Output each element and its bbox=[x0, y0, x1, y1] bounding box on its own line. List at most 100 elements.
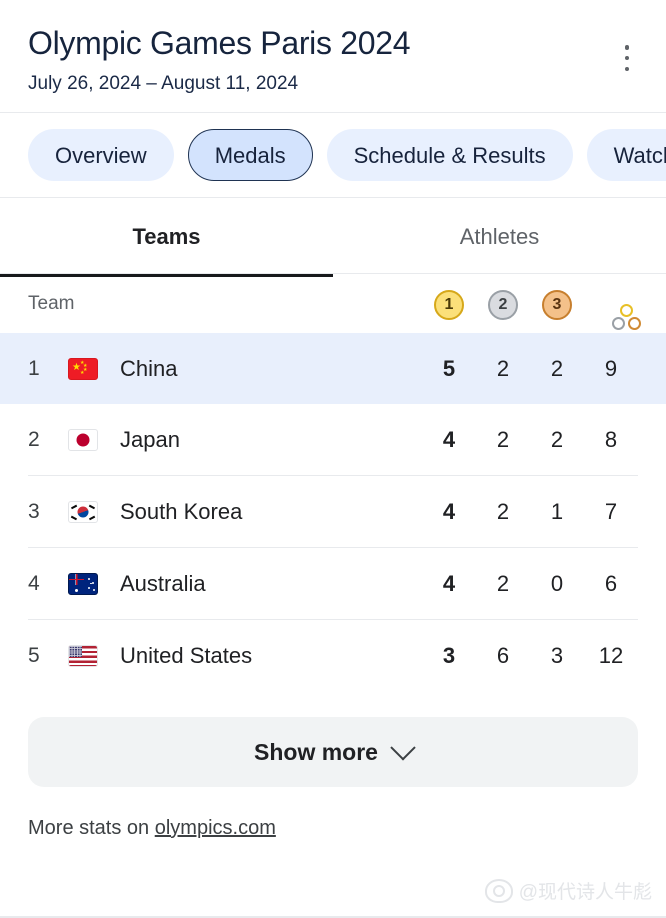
silver-count: 2 bbox=[496, 426, 510, 452]
country-flag: ★ ★ ★ ★ ★ bbox=[68, 357, 116, 380]
flag-star: ★ bbox=[80, 359, 85, 366]
gold-count: 4 bbox=[442, 426, 456, 452]
medals-tab-bar: Teams Athletes bbox=[0, 198, 666, 277]
chevron-down-icon bbox=[390, 735, 416, 761]
footer-prefix: More stats on bbox=[28, 817, 155, 839]
flag-star: ★ bbox=[80, 369, 85, 376]
chip-overview[interactable]: Overview bbox=[28, 129, 174, 181]
row-divider bbox=[28, 619, 638, 620]
gold-count: 5 bbox=[442, 355, 456, 381]
row-rank: 5 bbox=[28, 643, 40, 667]
team-name: Australia bbox=[120, 570, 206, 596]
silver-column-header: 2 bbox=[476, 289, 530, 320]
show-more-label: Show more bbox=[254, 738, 378, 765]
gold-count: 4 bbox=[442, 570, 456, 596]
total-count: 12 bbox=[598, 642, 624, 668]
bronze-count: 3 bbox=[550, 642, 564, 668]
bronze-medal-icon: 3 bbox=[542, 289, 572, 320]
table-row[interactable]: 3 South Korea 4 2 1 7 bbox=[0, 476, 666, 547]
bronze-count: 2 bbox=[550, 355, 564, 381]
table-row[interactable]: 5 United States 3 6 3 12 bbox=[0, 620, 666, 691]
flag-star bbox=[88, 577, 90, 580]
chips-divider bbox=[0, 197, 666, 198]
bronze-count: 1 bbox=[550, 498, 564, 524]
tab-athletes[interactable]: Athletes bbox=[459, 224, 540, 249]
trigram-bar bbox=[88, 515, 96, 520]
flag-united-states-icon bbox=[68, 644, 98, 667]
header-divider bbox=[0, 112, 666, 113]
flag-canton bbox=[69, 645, 82, 657]
team-name: China bbox=[120, 355, 178, 381]
row-divider bbox=[28, 547, 638, 548]
taegeuk-circle bbox=[77, 506, 89, 517]
total-gold-dot bbox=[620, 304, 633, 317]
team-name: Japan bbox=[120, 426, 180, 452]
page-header: Olympic Games Paris 2024 July 26, 2024 –… bbox=[0, 0, 666, 112]
weibo-icon bbox=[484, 878, 513, 903]
gold-count: 4 bbox=[442, 498, 456, 524]
total-count: 6 bbox=[604, 570, 618, 596]
country-flag bbox=[68, 572, 116, 595]
total-bronze-dot bbox=[628, 317, 641, 330]
team-column-header: Team bbox=[28, 293, 75, 314]
kebab-dot bbox=[624, 66, 630, 71]
bottom-rule bbox=[0, 916, 666, 918]
watermark-text: @现代诗人牛彪 bbox=[518, 882, 652, 903]
country-flag bbox=[68, 500, 116, 523]
row-rank: 1 bbox=[28, 356, 40, 380]
team-name: United States bbox=[120, 642, 253, 668]
gold-count: 3 bbox=[442, 642, 456, 668]
tabs-divider bbox=[0, 273, 666, 274]
bronze-column-header: 3 bbox=[530, 289, 584, 320]
trigram-bar bbox=[70, 504, 78, 509]
gold-column-header: 1 bbox=[422, 289, 476, 320]
medal-table: Team 1 2 3 1 ★ ★ ★ ★ ★ bbox=[0, 275, 666, 691]
flag-star: ★ bbox=[83, 366, 88, 373]
flag-australia-icon bbox=[68, 572, 98, 595]
bronze-count: 2 bbox=[550, 426, 564, 452]
show-more-button[interactable]: Show more bbox=[28, 717, 638, 787]
silver-count: 2 bbox=[496, 570, 510, 596]
flag-star: ★ bbox=[72, 361, 81, 373]
kebab-dot bbox=[624, 45, 630, 50]
row-rank: 3 bbox=[28, 499, 40, 523]
footer-attribution: More stats on olympics.com bbox=[0, 787, 666, 840]
flag-star bbox=[92, 581, 94, 584]
bronze-count: 0 bbox=[550, 570, 564, 596]
union-jack bbox=[69, 573, 84, 585]
tab-teams[interactable]: Teams bbox=[0, 198, 333, 277]
total-count: 7 bbox=[604, 498, 618, 524]
row-rank: 2 bbox=[28, 427, 40, 451]
flag-china-icon: ★ ★ ★ ★ ★ bbox=[68, 357, 98, 380]
flag-star bbox=[75, 588, 78, 592]
flag-south-korea-icon bbox=[68, 500, 98, 523]
flag-japan-icon bbox=[68, 428, 98, 451]
country-flag bbox=[68, 644, 116, 667]
trigram-bar bbox=[70, 515, 78, 520]
weibo-watermark: @现代诗人牛彪 bbox=[484, 877, 652, 904]
chip-watch[interactable]: Watch bbox=[586, 129, 666, 181]
olympics-link[interactable]: olympics.com bbox=[154, 817, 276, 839]
table-row[interactable]: 2 Japan 4 2 2 8 bbox=[0, 404, 666, 475]
flag-star bbox=[88, 586, 90, 589]
table-row[interactable]: 4 Australia 4 2 0 6 bbox=[0, 548, 666, 619]
trigram-bar bbox=[88, 504, 96, 509]
chip-medals[interactable]: Medals bbox=[187, 129, 313, 181]
silver-count: 6 bbox=[496, 642, 510, 668]
table-row[interactable]: 1 ★ ★ ★ ★ ★ China 5 2 2 9 bbox=[0, 333, 666, 404]
row-rank: 4 bbox=[28, 571, 40, 595]
table-header-row: Team 1 2 3 bbox=[0, 275, 666, 333]
gold-medal-icon: 1 bbox=[434, 289, 464, 320]
kebab-menu-icon[interactable] bbox=[614, 42, 640, 74]
category-chip-bar: Overview Medals Schedule & Results Watch bbox=[0, 113, 666, 197]
event-date-range: July 26, 2024 – August 11, 2024 bbox=[28, 73, 299, 94]
show-more-section: Show more bbox=[0, 691, 666, 787]
silver-count: 2 bbox=[496, 498, 510, 524]
chip-schedule-results[interactable]: Schedule & Results bbox=[326, 129, 573, 181]
silver-medal-icon: 2 bbox=[488, 289, 518, 320]
row-divider bbox=[28, 475, 638, 476]
total-count: 8 bbox=[604, 426, 618, 452]
silver-count: 2 bbox=[496, 355, 510, 381]
page-title: Olympic Games Paris 2024 bbox=[28, 25, 411, 61]
total-count: 9 bbox=[604, 355, 618, 381]
